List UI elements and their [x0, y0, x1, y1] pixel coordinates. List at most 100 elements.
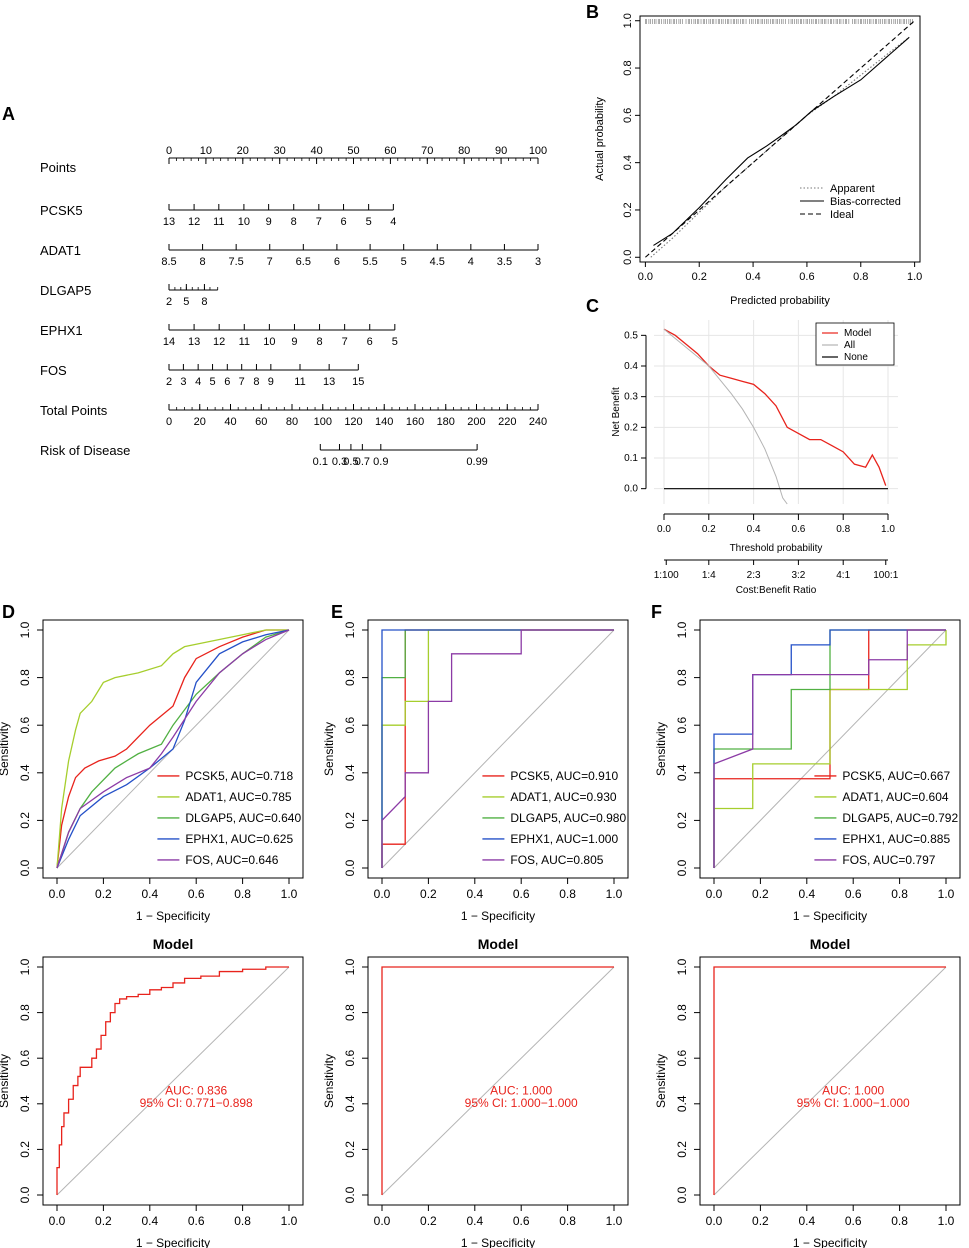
x-tick-label: 0.6 — [188, 1214, 205, 1228]
axis-label: Points — [40, 160, 77, 175]
tick-label: 80 — [286, 416, 298, 428]
net-benefit-line — [663, 328, 788, 505]
tick-label: 5 — [366, 216, 372, 228]
plot-frame — [367, 956, 629, 1206]
tick-label: 2 — [166, 376, 172, 388]
legend-label: ADAT1, AUC=0.785 — [185, 790, 291, 804]
tick-label: 4 — [390, 216, 396, 228]
tick-label: 7.5 — [229, 256, 244, 268]
auc-annotation: AUC: 1.000 — [822, 1084, 884, 1098]
y-tick-label: 0.8 — [675, 1004, 689, 1021]
x-tick-label: 0.4 — [466, 1214, 483, 1228]
tick-label: 3.5 — [497, 256, 512, 268]
plot-frame — [42, 956, 304, 1206]
tick-label: 0.5 — [343, 456, 358, 468]
plot-frame — [42, 619, 304, 879]
x-tick-label: 0.6 — [513, 887, 530, 901]
legend-label: ADAT1, AUC=0.604 — [842, 790, 948, 804]
y-tick-label: 0.4 — [622, 155, 634, 170]
tick-label: 8 — [291, 216, 297, 228]
tick-label: 11 — [294, 376, 305, 388]
y-tick-label: 0.8 — [18, 1004, 32, 1021]
roc-panel-d: 0.0 0.2 0.4 0.6 0.8 1.0 0.0 0.2 0.4 0.6 0.8 1.0 1 − … — [0, 619, 304, 923]
tick-label: 60 — [255, 416, 267, 428]
roc-model-panel-f: 0.0 0.2 0.4 0.6 0.8 1.0 0.0 0.2 0.4 0.6 0.8 1.0 1 − … — [654, 936, 961, 1248]
tick-label: 70 — [421, 145, 433, 157]
x-tick-label: 0.0 — [374, 887, 391, 901]
roc-model-panel-e: 0.0 0.2 0.4 0.6 0.8 1.0 0.0 0.2 0.4 0.6 0.8 1.0 1 − … — [322, 936, 629, 1248]
y-tick-label: 0.6 — [675, 717, 689, 734]
y-tick-label: 0.6 — [18, 1050, 32, 1067]
diagonal-reference — [381, 966, 615, 1196]
tick-label: 80 — [458, 145, 470, 157]
x-tick-label: 0.0 — [706, 887, 723, 901]
plot-frame — [699, 956, 961, 1206]
x-tick-label: 0.8 — [234, 1214, 251, 1228]
axis-label: PCSK5 — [40, 203, 83, 218]
tick-label: 7 — [267, 256, 273, 268]
tick-label: 0 — [166, 145, 172, 157]
tick-label: 10 — [263, 336, 275, 348]
tick-label: 2 — [166, 296, 172, 308]
x-axis-title: 1 − Specificity — [136, 1236, 210, 1248]
legend-label: Apparent — [830, 183, 875, 195]
tick-label: 5.5 — [362, 256, 377, 268]
tick-label: 20 — [237, 145, 249, 157]
tick-label: 8 — [200, 256, 206, 268]
y-axis-title: Sensitivity — [0, 722, 11, 776]
y-tick-label: 0.2 — [18, 812, 32, 829]
tick-label: 7 — [239, 376, 245, 388]
auc-annotation: AUC: 1.000 — [490, 1084, 552, 1098]
diagonal-reference — [56, 966, 290, 1196]
tick-label: 6 — [340, 216, 346, 228]
legend-label: PCSK5, AUC=0.910 — [510, 769, 618, 783]
tick-label: 13 — [163, 216, 175, 228]
y-tick-label: 0.8 — [343, 1004, 357, 1021]
tick-label: 6 — [367, 336, 373, 348]
x2-tick-label: 2:3 — [747, 570, 761, 581]
y-tick-label: 0.0 — [18, 1186, 32, 1203]
tick-label: 5 — [209, 376, 215, 388]
y-tick-label: 0.2 — [624, 422, 638, 433]
x-tick-label: 0.2 — [420, 887, 437, 901]
tick-label: 100 — [529, 145, 547, 157]
plot-frame — [639, 15, 921, 263]
tick-label: 11 — [213, 216, 224, 228]
tick-label: 180 — [437, 416, 455, 428]
x-tick-label: 0.6 — [188, 887, 205, 901]
y-axis-title: Sensitivity — [322, 722, 336, 776]
axis-label: DLGAP5 — [40, 283, 91, 298]
x-tick-label: 0.8 — [559, 887, 576, 901]
legend-label: None — [844, 352, 868, 363]
tick-label: 8.5 — [161, 256, 176, 268]
tick-label: 4 — [195, 376, 201, 388]
chart-title: Model — [810, 936, 850, 952]
x-tick-label: 0.6 — [513, 1214, 530, 1228]
y-axis-title: Sensitivity — [0, 1054, 11, 1108]
x-tick-label: 1.0 — [606, 1214, 623, 1228]
y-tick-label: 1.0 — [18, 958, 32, 975]
tick-label: 3 — [180, 376, 186, 388]
tick-label: 15 — [352, 376, 364, 388]
y-tick-label: 0.8 — [622, 60, 634, 75]
axis-label: EPHX1 — [40, 323, 83, 338]
tick-label: 120 — [344, 416, 362, 428]
y-tick-label: 0.6 — [675, 1050, 689, 1067]
y-tick-label: 0.8 — [675, 669, 689, 686]
x-axis-title: Threshold probability — [730, 543, 823, 554]
roc-curve — [56, 629, 289, 869]
x-tick-label: 0.6 — [799, 271, 814, 283]
ci-annotation: 95% CI: 1.000−1.000 — [797, 1096, 910, 1110]
legend-label: FOS, AUC=0.797 — [842, 853, 935, 867]
x2-tick-label: 3:2 — [791, 570, 805, 581]
legend-label: FOS, AUC=0.646 — [185, 853, 278, 867]
x-tick-label: 0.8 — [853, 271, 868, 283]
tick-label: 8 — [316, 336, 322, 348]
x-tick-label: 0.4 — [466, 887, 483, 901]
tick-label: 5 — [183, 296, 189, 308]
roc-curve — [713, 630, 947, 868]
x-tick-label: 0.6 — [845, 887, 862, 901]
y-tick-label: 0.6 — [343, 717, 357, 734]
x-tick-label: 0.0 — [49, 1214, 66, 1228]
y-tick-label: 0.1 — [624, 453, 638, 464]
